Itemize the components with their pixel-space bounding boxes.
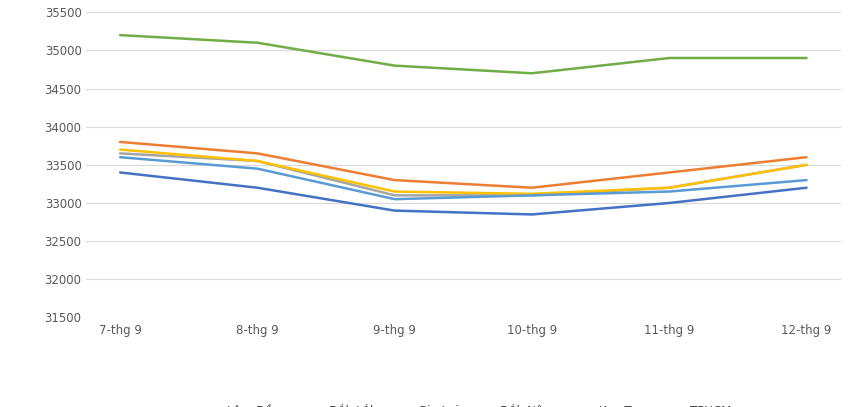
- Kon Tum: [801, 177, 812, 182]
- Line: TPHCM: TPHCM: [120, 35, 807, 73]
- TPHCM: [115, 33, 125, 37]
- Lâm Đồng: [390, 208, 400, 213]
- TPHCM: [527, 71, 537, 76]
- Lâm Đồng: [801, 185, 812, 190]
- Kon Tum: [115, 155, 125, 160]
- Kon Tum: [390, 197, 400, 201]
- Kon Tum: [252, 166, 263, 171]
- Gia Lai: [527, 193, 537, 198]
- Line: Kon Tum: Kon Tum: [120, 157, 807, 199]
- Gia Lai: [801, 162, 812, 167]
- Đắk Nông: [801, 162, 812, 167]
- TPHCM: [664, 55, 674, 60]
- Đắk Nông: [664, 185, 674, 190]
- TPHCM: [390, 63, 400, 68]
- Legend: Lâm Đồng, Đắk Lắk, Gia Lai, Đắk Nông, Kon Tum, TPHCM: Lâm Đồng, Đắk Lắk, Gia Lai, Đắk Nông, Ko…: [190, 400, 736, 407]
- Line: Đắk Nông: Đắk Nông: [120, 149, 807, 194]
- Đắk Lắk: [390, 177, 400, 182]
- Đắk Nông: [390, 189, 400, 194]
- TPHCM: [801, 55, 812, 60]
- Gia Lai: [664, 185, 674, 190]
- Gia Lai: [115, 151, 125, 156]
- Lâm Đồng: [115, 170, 125, 175]
- Kon Tum: [527, 193, 537, 198]
- Lâm Đồng: [527, 212, 537, 217]
- Gia Lai: [390, 193, 400, 198]
- Đắk Lắk: [801, 155, 812, 160]
- Đắk Nông: [115, 147, 125, 152]
- Line: Gia Lai: Gia Lai: [120, 153, 807, 195]
- Gia Lai: [252, 159, 263, 164]
- Kon Tum: [664, 189, 674, 194]
- Đắk Lắk: [527, 185, 537, 190]
- Line: Đắk Lắk: Đắk Lắk: [120, 142, 807, 188]
- Đắk Lắk: [664, 170, 674, 175]
- Đắk Lắk: [115, 140, 125, 144]
- Lâm Đồng: [252, 185, 263, 190]
- Lâm Đồng: [664, 201, 674, 206]
- Đắk Nông: [252, 159, 263, 164]
- Line: Lâm Đồng: Lâm Đồng: [120, 173, 807, 214]
- Đắk Nông: [527, 191, 537, 196]
- Đắk Lắk: [252, 151, 263, 156]
- TPHCM: [252, 40, 263, 45]
